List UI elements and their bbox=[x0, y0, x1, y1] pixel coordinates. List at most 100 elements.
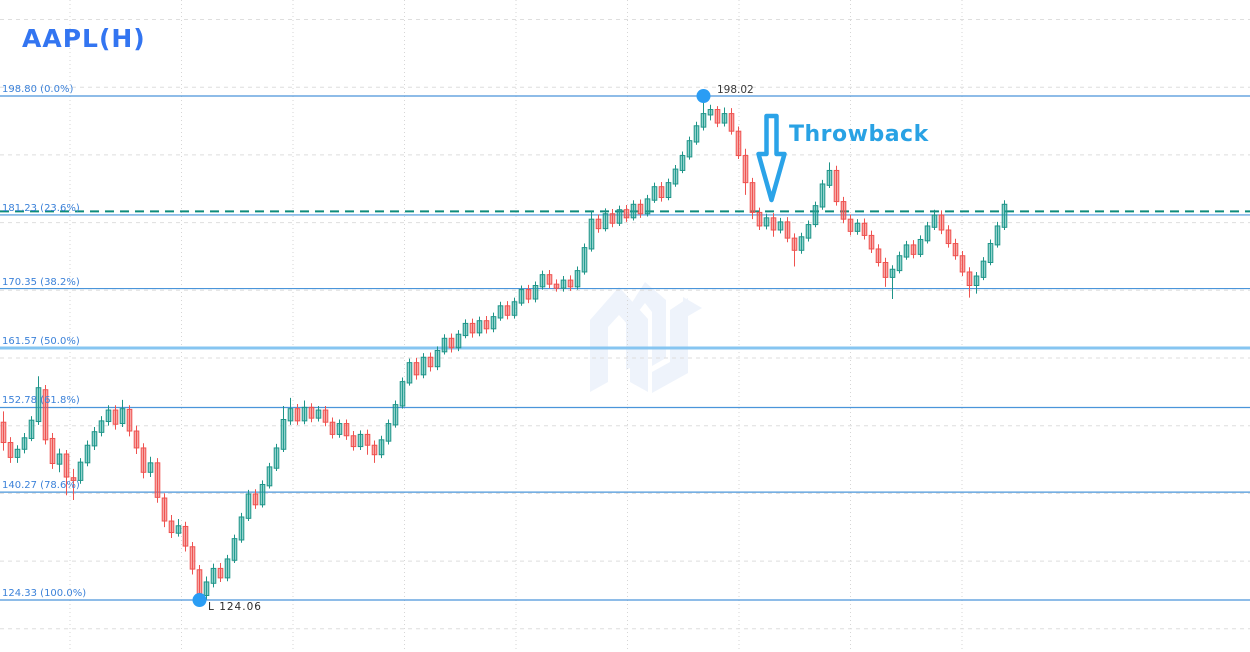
candle-up[interactable] bbox=[441, 337, 448, 353]
candle-up[interactable] bbox=[98, 420, 105, 433]
candle-down[interactable] bbox=[427, 356, 434, 368]
candle-down[interactable] bbox=[791, 237, 798, 251]
candle-up[interactable] bbox=[336, 423, 343, 435]
candle-up[interactable] bbox=[91, 431, 98, 447]
candle-up[interactable] bbox=[560, 279, 567, 289]
candle-up[interactable] bbox=[35, 387, 42, 423]
candle-down[interactable] bbox=[42, 389, 49, 441]
candle-down[interactable] bbox=[63, 453, 70, 478]
candle-up[interactable] bbox=[28, 419, 35, 439]
candle-up[interactable] bbox=[203, 581, 210, 596]
candle-up[interactable] bbox=[539, 274, 546, 288]
candle-up[interactable] bbox=[14, 448, 21, 458]
candle-up[interactable] bbox=[987, 243, 994, 263]
candle-up[interactable] bbox=[721, 113, 728, 124]
candle-down[interactable] bbox=[0, 421, 7, 444]
candle-down[interactable] bbox=[189, 546, 196, 570]
candle-up[interactable] bbox=[924, 225, 931, 242]
candle-down[interactable] bbox=[322, 409, 329, 423]
candle-up[interactable] bbox=[280, 419, 287, 450]
candle-up[interactable] bbox=[245, 493, 252, 519]
candle-up[interactable] bbox=[56, 453, 63, 465]
candle-down[interactable] bbox=[154, 462, 161, 498]
candle-up[interactable] bbox=[147, 462, 154, 473]
candle-up[interactable] bbox=[518, 289, 525, 304]
candle-up[interactable] bbox=[994, 225, 1001, 246]
fib-level-label-38-2[interactable]: 170.35 (38.2%) bbox=[2, 276, 80, 288]
candle-down[interactable] bbox=[945, 229, 952, 245]
candle-up[interactable] bbox=[581, 247, 588, 273]
candle-up[interactable] bbox=[455, 333, 462, 349]
candle-up[interactable] bbox=[287, 408, 294, 422]
candle-up[interactable] bbox=[231, 538, 238, 561]
candle-up[interactable] bbox=[931, 214, 938, 228]
candle-down[interactable] bbox=[875, 248, 882, 263]
candle-down[interactable] bbox=[343, 423, 350, 437]
candle-up[interactable] bbox=[385, 423, 392, 442]
candle-up[interactable] bbox=[497, 305, 504, 319]
candle-down[interactable] bbox=[910, 244, 917, 255]
candle-up[interactable] bbox=[119, 408, 126, 425]
candle-up[interactable] bbox=[238, 516, 245, 541]
candle-up[interactable] bbox=[700, 113, 707, 128]
candle-up[interactable] bbox=[266, 466, 273, 487]
candle-down[interactable] bbox=[728, 113, 735, 132]
candle-up[interactable] bbox=[889, 268, 896, 278]
candle-up[interactable] bbox=[406, 362, 413, 384]
fib-level-label-0[interactable]: 198.80 (0.0%) bbox=[2, 84, 74, 95]
candle-up[interactable] bbox=[588, 218, 595, 250]
candle-down[interactable] bbox=[938, 214, 945, 231]
candle-down[interactable] bbox=[49, 437, 56, 465]
candle-down[interactable] bbox=[567, 279, 574, 288]
candle-up[interactable] bbox=[826, 169, 833, 186]
candle-down[interactable] bbox=[168, 520, 175, 534]
candle-down[interactable] bbox=[133, 430, 140, 449]
candle-down[interactable] bbox=[140, 447, 147, 473]
candle-up[interactable] bbox=[224, 558, 231, 579]
candle-down[interactable] bbox=[217, 567, 224, 579]
candle-up[interactable] bbox=[259, 483, 266, 506]
candle-down[interactable] bbox=[308, 406, 315, 419]
candle-down[interactable] bbox=[413, 362, 420, 376]
candle-up[interactable] bbox=[819, 183, 826, 208]
candle-down[interactable] bbox=[294, 408, 301, 422]
candle-up[interactable] bbox=[77, 461, 84, 481]
candle-down[interactable] bbox=[952, 243, 959, 257]
candle-up[interactable] bbox=[644, 198, 651, 215]
candle-down[interactable] bbox=[371, 444, 378, 456]
candle-up[interactable] bbox=[693, 125, 700, 143]
candle-up[interactable] bbox=[917, 238, 924, 255]
candle-up[interactable] bbox=[980, 260, 987, 278]
candle-up[interactable] bbox=[672, 168, 679, 185]
candle-up[interactable] bbox=[273, 447, 280, 469]
candle-up[interactable] bbox=[476, 320, 483, 334]
fib-level-label-61-8[interactable]: 152.78 (61.8%) bbox=[2, 395, 80, 407]
candle-down[interactable] bbox=[182, 525, 189, 547]
candle-up[interactable] bbox=[357, 433, 364, 448]
candle-up[interactable] bbox=[602, 213, 609, 230]
candle-up[interactable] bbox=[378, 439, 385, 456]
candle-down[interactable] bbox=[469, 322, 476, 334]
candle-up[interactable] bbox=[1001, 203, 1008, 228]
candle-up[interactable] bbox=[616, 209, 623, 224]
candle-up[interactable] bbox=[21, 437, 28, 450]
candle-up[interactable] bbox=[315, 409, 322, 419]
candle-up[interactable] bbox=[686, 140, 693, 158]
candle-down[interactable] bbox=[784, 221, 791, 239]
candle-down[interactable] bbox=[364, 433, 371, 446]
candle-up[interactable] bbox=[798, 236, 805, 251]
candle-up[interactable] bbox=[665, 182, 672, 199]
candle-down[interactable] bbox=[126, 408, 133, 432]
candle-up[interactable] bbox=[854, 222, 861, 232]
candle-up[interactable] bbox=[210, 567, 217, 584]
candle-down[interactable] bbox=[448, 337, 455, 349]
candle-down[interactable] bbox=[658, 186, 665, 199]
candle-up[interactable] bbox=[679, 155, 686, 171]
throwback-annotation-label[interactable]: Throwback bbox=[789, 122, 929, 147]
candle-up[interactable] bbox=[777, 221, 784, 231]
candle-up[interactable] bbox=[805, 224, 812, 239]
candle-up[interactable] bbox=[532, 285, 539, 300]
candle-down[interactable] bbox=[504, 305, 511, 316]
candle-down[interactable] bbox=[252, 493, 259, 506]
